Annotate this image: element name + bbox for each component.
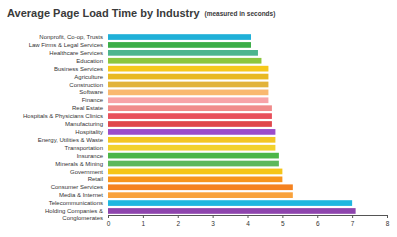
bar xyxy=(108,113,272,119)
category-label: Finance xyxy=(82,97,104,103)
category-label: Insurance xyxy=(77,153,104,159)
bar xyxy=(108,192,293,198)
bar xyxy=(108,121,272,127)
tick-label: 7 xyxy=(351,220,355,227)
tick: 4 xyxy=(246,215,250,227)
category-label: Telecommunications xyxy=(49,200,103,206)
bar xyxy=(108,34,251,40)
category-label: Hospitals & Physicians Clinics xyxy=(23,113,103,119)
x-axis: 0 1 2 3 4 5 6 7 8 xyxy=(107,215,390,227)
axis-line xyxy=(109,216,388,219)
tick: 2 xyxy=(176,215,180,227)
category-label-line: Holding Companies & xyxy=(45,208,103,214)
tick-mark xyxy=(317,215,318,218)
bar xyxy=(108,137,275,143)
tick: 0 xyxy=(107,215,111,227)
tick: 7 xyxy=(351,215,355,227)
category-label: Real Estate xyxy=(72,105,104,111)
y-labels: Nonprofit, Co-op, Trusts Law Firms & Lega… xyxy=(23,34,104,221)
tick-mark xyxy=(352,215,353,218)
bar xyxy=(108,97,268,103)
bar xyxy=(108,42,251,48)
category-label-line: Conglomerates xyxy=(62,215,103,221)
category-label: Hospitality xyxy=(75,129,103,135)
category-label: Government xyxy=(70,169,103,175)
plot: 0 1 2 3 4 5 6 7 8 Nonprofit, Co-op, Trusts Law Fir… xyxy=(23,34,390,226)
category-label: Holding Companies &Conglomerates xyxy=(45,208,103,221)
category-label: Transportation xyxy=(65,145,103,151)
category-label: Minerals & Mining xyxy=(55,161,103,167)
subtitle: (measured in seconds) xyxy=(205,10,276,18)
title: Average Page Load Time by Industry xyxy=(7,7,200,19)
bar xyxy=(108,105,272,111)
bar xyxy=(108,58,261,64)
bar xyxy=(108,184,293,190)
tick-label: 2 xyxy=(176,220,180,227)
category-label: Nonprofit, Co-op, Trusts xyxy=(39,34,103,40)
category-label: Energy, Utilities & Waste xyxy=(38,137,104,143)
category-label: Education xyxy=(76,58,103,64)
bar xyxy=(108,90,268,96)
bar xyxy=(108,145,275,151)
category-label: Media & Internet xyxy=(59,192,103,198)
bar xyxy=(108,82,268,88)
bar xyxy=(108,129,275,135)
tick-label: 4 xyxy=(246,220,250,227)
tick-mark xyxy=(143,215,144,218)
tick-label: 1 xyxy=(142,220,146,227)
category-label: Manufacturing xyxy=(65,121,103,127)
category-label: Software xyxy=(79,89,103,95)
tick: 6 xyxy=(316,215,320,227)
bar xyxy=(108,208,356,214)
tick: 3 xyxy=(211,215,215,227)
tick-mark xyxy=(282,215,283,218)
tick-mark xyxy=(108,215,109,218)
bar xyxy=(108,66,268,72)
category-label: Construction xyxy=(69,82,103,88)
bar xyxy=(108,176,282,182)
bar xyxy=(108,50,258,56)
category-label: Law Firms & Legal Services xyxy=(29,42,103,48)
chart: Average Page Load Time by Industry (measu… xyxy=(0,0,397,237)
tick-label: 3 xyxy=(211,220,215,227)
tick-label: 8 xyxy=(386,220,390,227)
category-label: Retail xyxy=(88,176,103,182)
bar xyxy=(108,169,282,175)
tick: 5 xyxy=(281,215,285,227)
bar xyxy=(108,153,279,159)
tick-label: 6 xyxy=(316,220,320,227)
bar xyxy=(108,200,352,206)
category-label: Consumer Services xyxy=(51,184,103,190)
tick-label: 0 xyxy=(107,220,111,227)
tick-mark xyxy=(213,215,214,218)
category-label: Business Services xyxy=(54,66,103,72)
tick-mark xyxy=(178,215,179,218)
tick: 1 xyxy=(142,215,146,227)
category-label: Agriculture xyxy=(74,74,103,80)
bar xyxy=(108,161,279,167)
category-label: Healthcare Services xyxy=(49,50,103,56)
tick-mark xyxy=(387,215,388,218)
tick-label: 5 xyxy=(281,220,285,227)
tick: 8 xyxy=(386,215,390,227)
tick-mark xyxy=(248,215,249,218)
bars xyxy=(108,34,356,214)
bar xyxy=(108,74,268,80)
